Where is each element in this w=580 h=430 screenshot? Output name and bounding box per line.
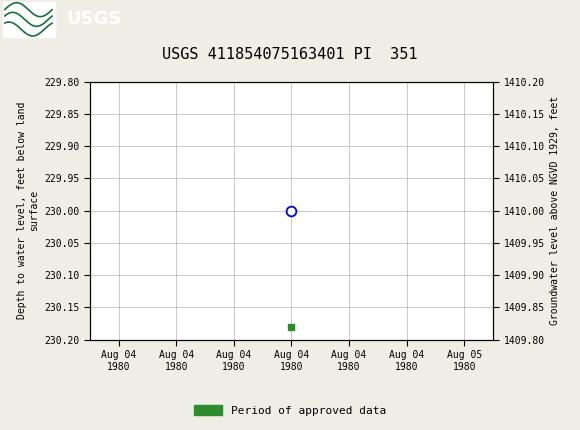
Y-axis label: Depth to water level, feet below land
surface: Depth to water level, feet below land su… xyxy=(17,102,39,319)
Text: USGS 411854075163401 PI  351: USGS 411854075163401 PI 351 xyxy=(162,47,418,62)
Text: USGS: USGS xyxy=(67,10,122,28)
Legend: Period of approved data: Period of approved data xyxy=(190,400,390,420)
Y-axis label: Groundwater level above NGVD 1929, feet: Groundwater level above NGVD 1929, feet xyxy=(550,96,560,325)
Bar xyxy=(3,2,55,37)
